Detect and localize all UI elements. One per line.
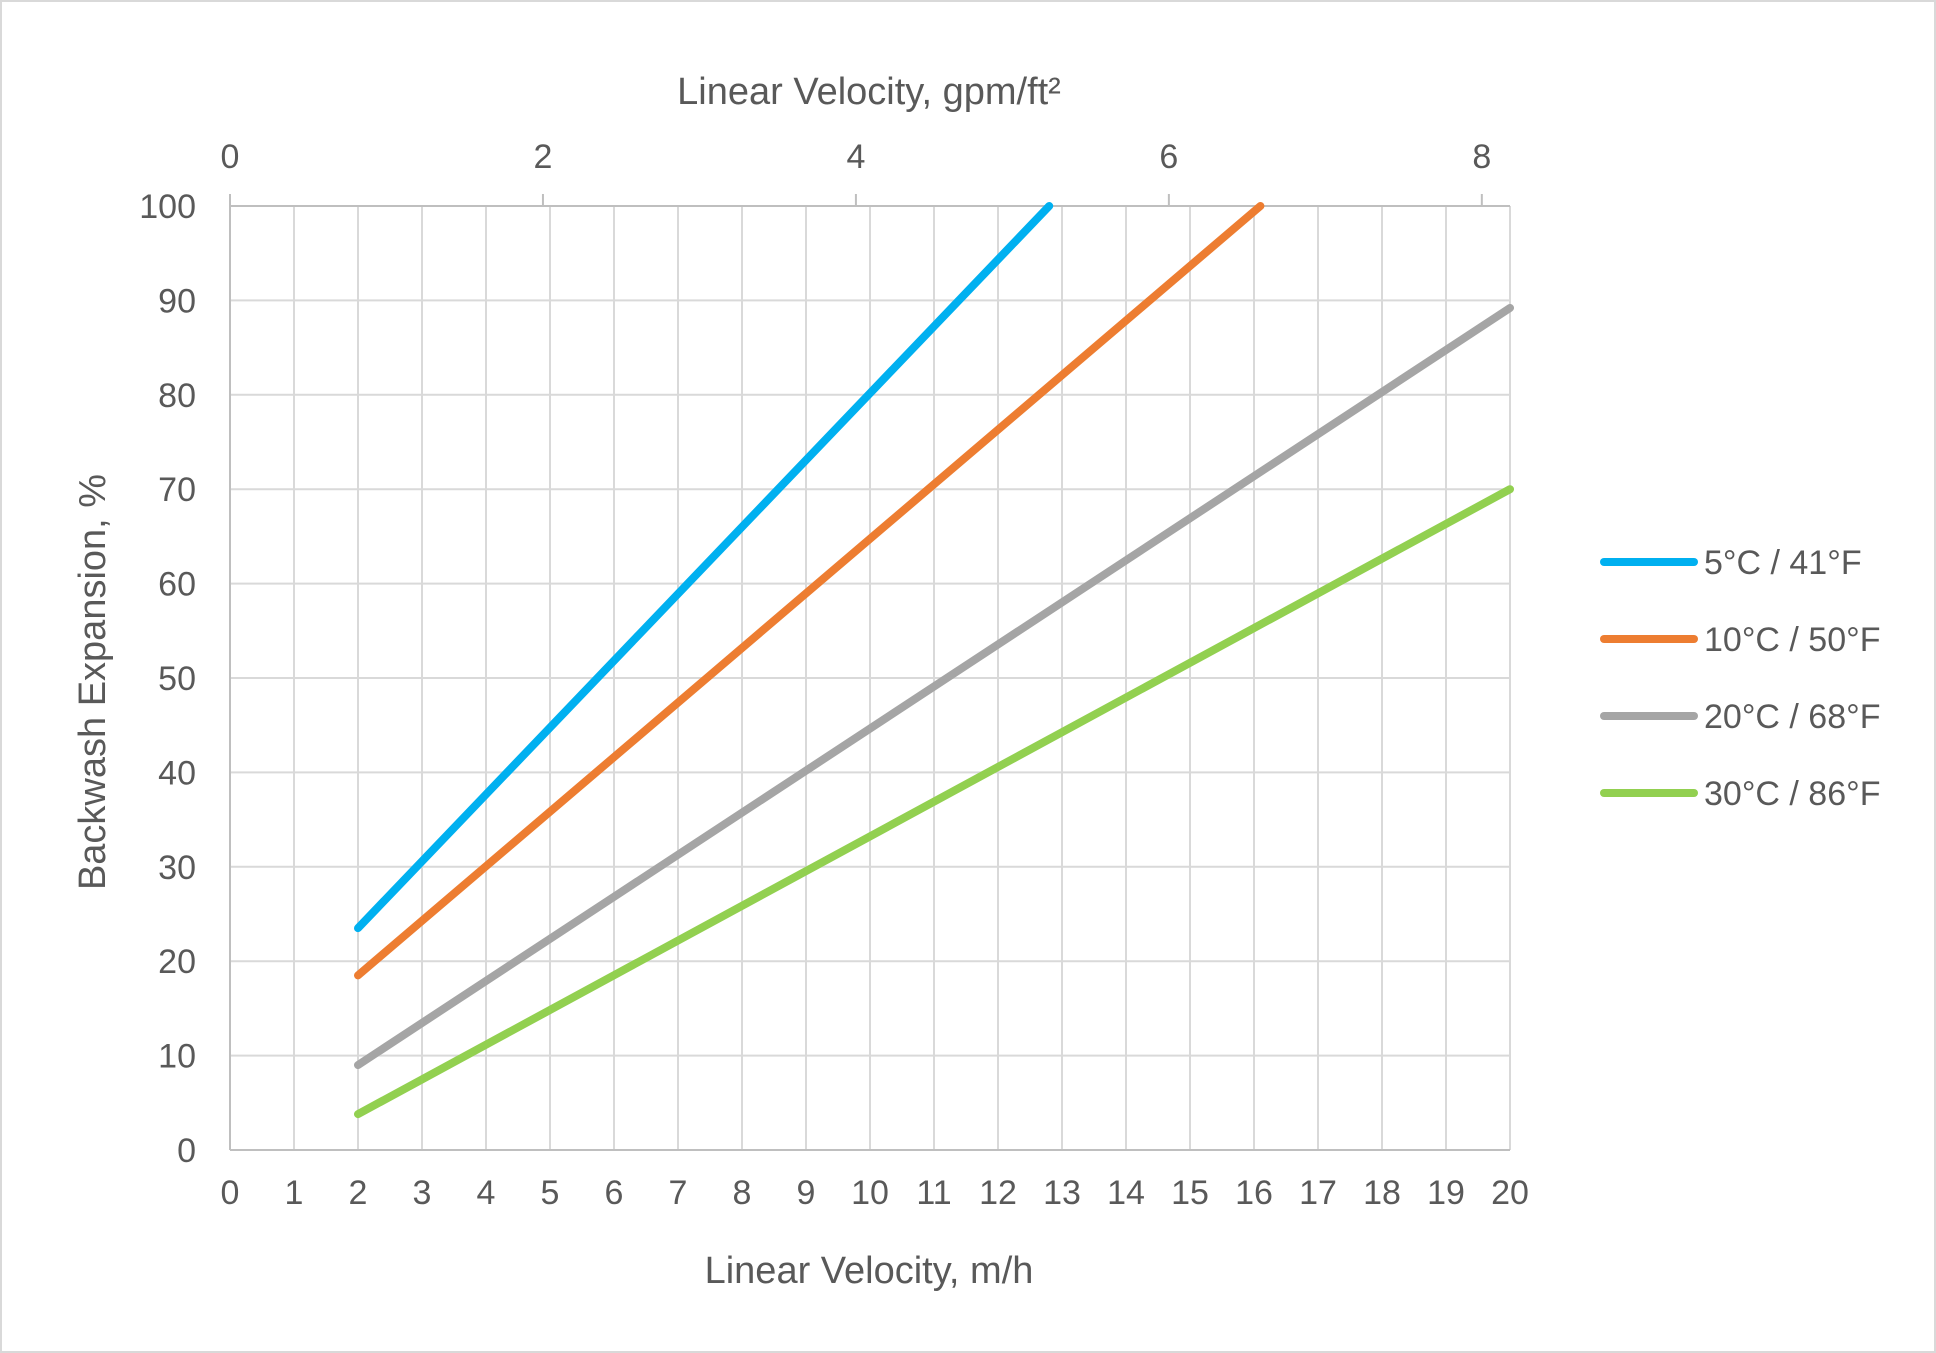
x-tick-label-19: 19 [1427,1174,1465,1212]
x-tick-label-12: 12 [979,1174,1017,1212]
x-tick-label-7: 7 [669,1174,688,1212]
x-tick-label-2: 2 [349,1174,368,1212]
y-tick-label-80: 80 [158,377,196,415]
x-tick-label-11: 11 [916,1174,951,1212]
axes: 0 1 2 3 4 5 6 7 8 9 10 11 12 13 14 15 16 17 18 19 2001020304… [139,138,1529,1212]
top-x-tick-label-6: 6 [1159,138,1178,176]
y-tick-label-70: 70 [158,471,196,509]
x-tick-label-0: 0 [221,1174,240,1212]
x-tick-label-3: 3 [413,1174,432,1212]
x-tick-label-18: 18 [1363,1174,1401,1212]
y-axis-title: Backwash Expansion, % [72,474,114,890]
x-tick-label-9: 9 [797,1174,816,1212]
y-tick-label-10: 10 [158,1038,196,1076]
y-tick-label-90: 90 [158,282,196,320]
x-tick-label-16: 16 [1235,1174,1273,1212]
y-tick-label-100: 100 [139,188,196,226]
series-line-4 [354,485,1514,1119]
x-tick-label-14: 14 [1107,1174,1145,1212]
y-tick-label-60: 60 [158,566,196,604]
x-tick-label-6: 6 [605,1174,624,1212]
legend-label-2: 10°C / 50°F [1704,621,1881,659]
series-line-3 [354,303,1514,1070]
y-tick-label-30: 30 [158,849,196,887]
legend: 5°C / 41°F 10°C / 50°F 20°C / 68°F 30°C / 8… [1600,544,1881,813]
x-tick-label-17: 17 [1299,1174,1337,1212]
x-tick-label-4: 4 [477,1174,496,1212]
top-x-tick-label-0: 0 [221,138,240,176]
top-x-tick-label-4: 4 [846,138,865,176]
x-tick-label-20: 20 [1491,1174,1529,1212]
series-line-2 [354,202,1265,980]
legend-label-4: 30°C / 86°F [1704,775,1881,813]
series-line-1 [354,202,1054,933]
series-lines [354,202,1514,1119]
y-tick-label-50: 50 [158,660,196,698]
x-tick-label-13: 13 [1043,1174,1081,1212]
legend-label-3: 20°C / 68°F [1704,698,1881,736]
legend-label-1: 5°C / 41°F [1704,544,1862,582]
top-x-axis-title: Linear Velocity, gpm/ft² [677,71,1061,113]
top-x-tick-label-2: 2 [533,138,552,176]
grid [229,205,1511,1151]
x-tick-label-10: 10 [851,1174,889,1212]
x-tick-label-15: 15 [1171,1174,1209,1212]
x-tick-label-1: 1 [285,1174,304,1212]
x-tick-label-5: 5 [541,1174,560,1212]
y-tick-label-0: 0 [177,1132,196,1170]
x-axis-title: Linear Velocity, m/h [705,1250,1034,1292]
top-x-tick-label-8: 8 [1472,138,1491,176]
y-tick-label-40: 40 [158,754,196,792]
y-tick-label-20: 20 [158,943,196,981]
x-tick-label-8: 8 [733,1174,752,1212]
